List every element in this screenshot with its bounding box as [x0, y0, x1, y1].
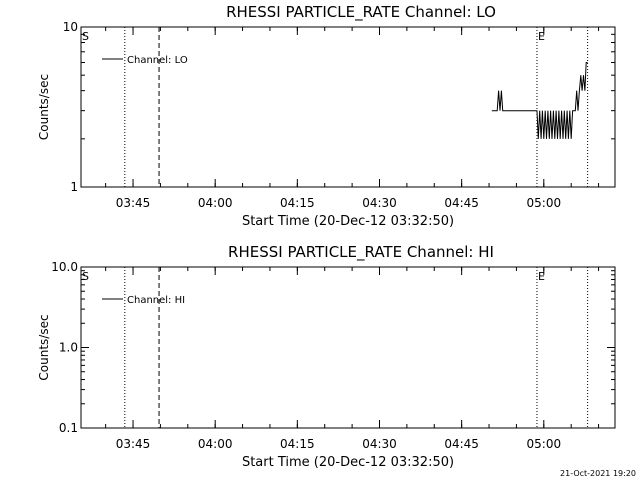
time-marker-label: S	[82, 270, 89, 283]
x-tick-label: 04:00	[198, 437, 233, 451]
panel-2: RHESSI PARTICLE_RATE Channel: HI Start Ti…	[37, 243, 616, 470]
legend-label: Channel: LO	[127, 55, 188, 66]
x-axis-label: Start Time (20-Dec-12 03:32:50)	[242, 214, 454, 229]
chart-title: RHESSI PARTICLE_RATE Channel: LO	[226, 3, 496, 22]
time-marker-label: E	[538, 30, 545, 43]
x-tick-label: 05:00	[527, 196, 562, 210]
chart-title: RHESSI PARTICLE_RATE Channel: HI	[228, 243, 494, 262]
y-tick-label: 1.0	[59, 341, 78, 355]
legend-label: Channel: HI	[127, 295, 185, 306]
y-tick-label: 10	[63, 20, 78, 34]
time-marker-label: S	[82, 30, 89, 43]
y-tick-label: 10.0	[51, 260, 78, 274]
x-tick-label: 04:15	[280, 437, 315, 451]
y-axis-label: Counts/sec	[37, 74, 51, 140]
y-tick-label: 0.1	[59, 421, 78, 435]
series-line	[491, 62, 588, 139]
x-tick-label: 04:30	[362, 437, 397, 451]
panels: RHESSI PARTICLE_RATE Channel: LO Start Ti…	[37, 3, 616, 470]
x-tick-label: 03:45	[116, 437, 151, 451]
x-tick-label: 04:45	[444, 437, 479, 451]
axes-frame	[80, 26, 616, 188]
timestamp-label: 21-Oct-2021 19:20	[560, 469, 636, 478]
y-tick-label: 1	[70, 180, 78, 194]
x-tick-label: 04:30	[362, 196, 397, 210]
x-tick-label: 03:45	[116, 196, 151, 210]
x-tick-label: 04:15	[280, 196, 315, 210]
x-axis-label: Start Time (20-Dec-12 03:32:50)	[242, 455, 454, 470]
x-tick-label: 04:00	[198, 196, 233, 210]
panel-1: RHESSI PARTICLE_RATE Channel: LO Start Ti…	[37, 3, 616, 229]
y-axis-label: Counts/sec	[37, 314, 51, 380]
x-tick-label: 04:45	[444, 196, 479, 210]
time-marker-label: E	[538, 270, 545, 283]
x-tick-label: 05:00	[527, 437, 562, 451]
